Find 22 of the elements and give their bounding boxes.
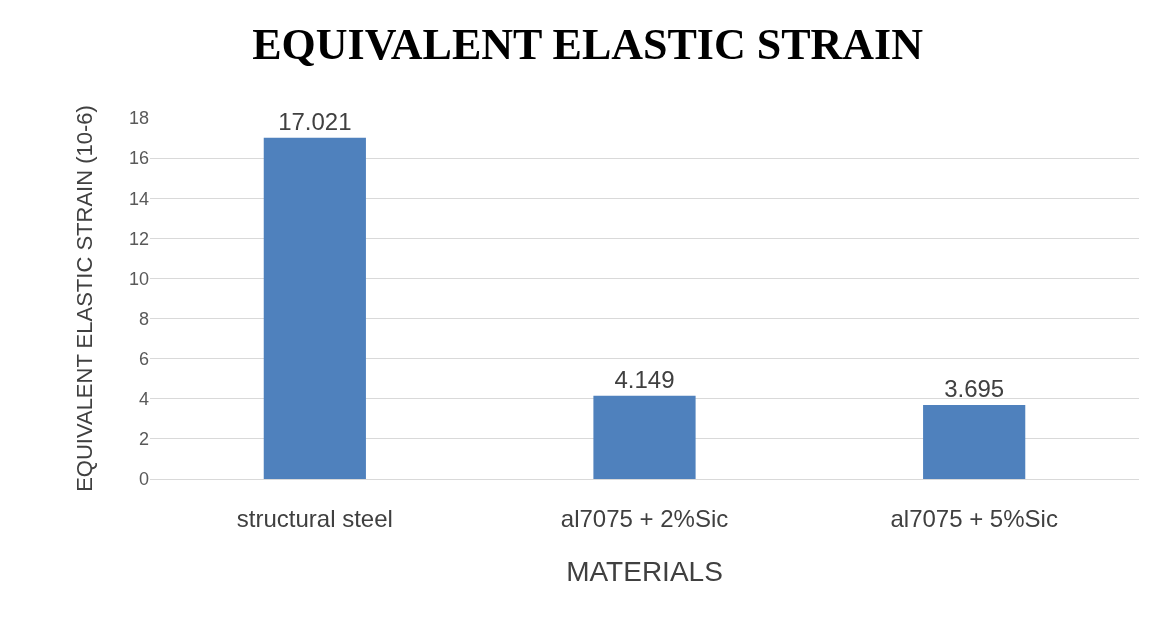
x-tick-label: al7075 + 5%Sic [890,504,1058,532]
y-tick-label: 16 [128,148,149,169]
y-axis-title: EQUIVALENT ELASTIC STRAIN (10-6) [71,105,97,492]
data-label: 4.149 [614,365,675,393]
data-label: 3.695 [944,374,1005,402]
y-tick-label: 18 [128,108,149,129]
y-tick-label: 6 [138,348,149,369]
y-tick-label: 0 [138,469,149,490]
bar [263,137,366,479]
data-label: 17.021 [278,107,352,135]
x-axis-title: MATERIALS [566,555,723,587]
x-tick-label: al7075 + 2%Sic [560,504,729,532]
y-tick-label: 14 [128,188,149,209]
y-tick-label: 12 [128,228,149,249]
bar [923,404,1026,479]
y-tick-label: 10 [128,268,149,289]
bar [593,395,696,479]
y-tick-label: 8 [138,308,149,329]
x-tick-label: structural steel [236,504,393,532]
chart-title: EQUIVALENT ELASTIC STRAIN [252,19,924,69]
y-tick-label: 4 [138,389,149,410]
y-tick-label: 2 [138,429,149,450]
